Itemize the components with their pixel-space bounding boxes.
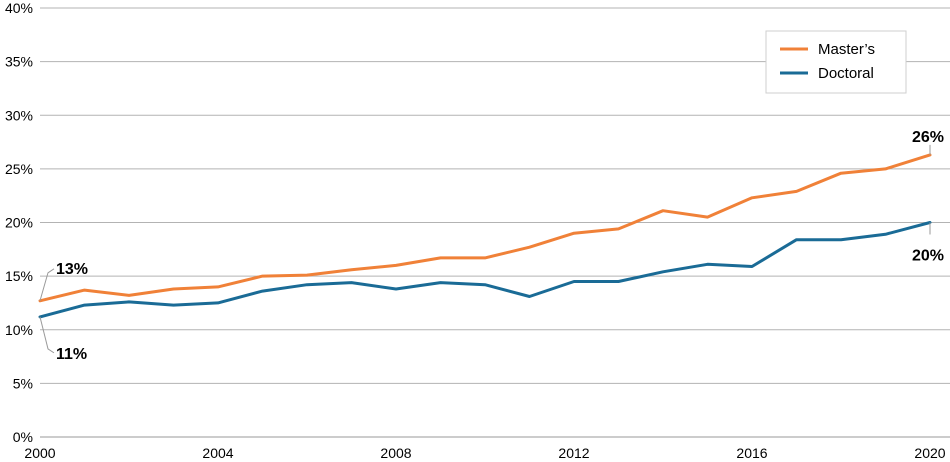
y-tick-label: 0% xyxy=(13,429,33,445)
x-tick-label: 2012 xyxy=(558,445,589,461)
leader-line xyxy=(39,316,55,354)
y-tick-label: 20% xyxy=(5,215,33,231)
x-tick-label: 2008 xyxy=(380,445,411,461)
series-line-masters xyxy=(38,153,932,303)
y-tick-label: 5% xyxy=(13,375,33,391)
x-tick-label: 2020 xyxy=(914,445,945,461)
x-tick-label: 2000 xyxy=(24,445,55,461)
legend-label-doctoral: Doctoral xyxy=(818,65,874,82)
y-tick-label: 10% xyxy=(5,322,33,338)
legend: Master’s Doctoral xyxy=(765,30,907,94)
annotations: 13% 11% 26% 20% xyxy=(39,129,944,363)
legend-label-masters: Master’s xyxy=(818,41,875,58)
label-doctoral-start: 11% xyxy=(56,346,87,363)
gridlines xyxy=(40,7,950,438)
series-line-doctoral xyxy=(38,221,932,319)
label-masters-end: 26% xyxy=(912,129,944,146)
label-masters-start: 13% xyxy=(56,261,88,278)
leader-line xyxy=(39,268,55,301)
y-tick-label: 30% xyxy=(5,107,33,123)
y-tick-label: 35% xyxy=(5,54,33,70)
y-tick-label: 40% xyxy=(5,0,33,16)
x-axis: 2000 2004 2008 2012 2016 2020 xyxy=(24,445,945,461)
y-axis: 0% 5% 10% 15% 20% 25% 30% 35% 40% xyxy=(5,0,33,445)
x-tick-label: 2016 xyxy=(736,445,767,461)
label-doctoral-end: 20% xyxy=(912,248,944,265)
x-tick-label: 2004 xyxy=(202,445,233,461)
series-lines xyxy=(38,153,932,319)
y-tick-label: 15% xyxy=(5,268,33,284)
legend-box xyxy=(765,30,907,94)
y-tick-label: 25% xyxy=(5,161,33,177)
